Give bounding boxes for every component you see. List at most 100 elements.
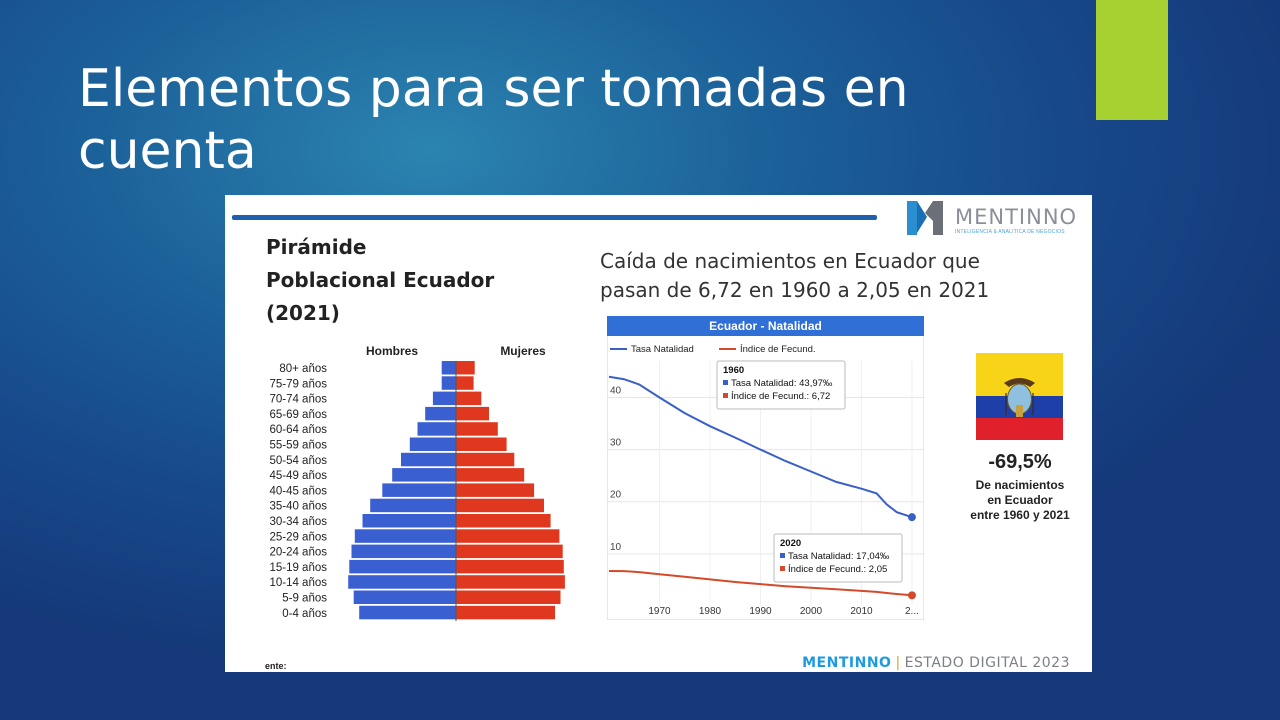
- logo-wordmark: MENTINNO: [955, 205, 1078, 229]
- birth-decline-line: De nacimientos: [975, 478, 1065, 492]
- pyramid-bar-male: [441, 361, 456, 375]
- x-tick-label: 1970: [648, 606, 671, 617]
- pyramid-bar-female: [456, 452, 515, 467]
- birth-decline-percent: -69,5%: [988, 451, 1052, 473]
- pyramid-title-line: Pirámide: [266, 235, 367, 259]
- y-tick-label: 20: [610, 490, 622, 501]
- pyramid-age-label: 40-45 años: [269, 485, 327, 497]
- pyramid-age-label: 60-64 años: [269, 424, 327, 436]
- pyramid-age-label: 65-69 años: [269, 409, 327, 421]
- tooltip-1960-box: [716, 360, 846, 410]
- x-tick-label: 2000: [800, 606, 823, 617]
- birth-decline-description: De nacimientos en Ecuador entre 1960 y 2…: [955, 478, 1085, 523]
- pyramid-bar-female: [456, 361, 475, 375]
- natalidad-headline-line: pasan de 6,72 en 1960 a 2,05 en 2021: [600, 278, 990, 302]
- footer-brand-name: MENTINNO: [802, 655, 892, 671]
- footer-separator: |: [895, 655, 901, 671]
- ecuador-flag: [976, 353, 1063, 440]
- pyramid-bar-male: [354, 529, 456, 543]
- male-axis-label: Hombres: [366, 345, 418, 358]
- header-rule: [232, 215, 877, 220]
- y-tick-label: 30: [610, 438, 622, 449]
- pyramid-age-label: 15-19 años: [269, 562, 327, 574]
- pyramid-bar-male: [351, 544, 456, 559]
- pyramid-bar-male: [432, 391, 456, 406]
- logo-tagline: INTELIGENCIA & ANALÍTICA DE NEGOCIOS: [955, 229, 1065, 235]
- x-tick-label: 1980: [699, 606, 722, 617]
- population-pyramid-chart: Hombres Mujeres 80+ años 75-79 años 70-74 añ…: [269, 345, 565, 622]
- tooltip-2020-tasa-swatch: [780, 553, 785, 558]
- pyramid-bar-female: [456, 406, 489, 421]
- coat-of-arms-icon: [1004, 378, 1035, 417]
- pyramid-bar-male: [353, 590, 456, 604]
- pyramid-bar-female: [456, 559, 564, 574]
- pyramid-bar-male: [349, 559, 456, 574]
- birth-decline-line: entre 1960 y 2021: [970, 508, 1070, 522]
- footer-brand: MENTINNO | ESTADO DIGITAL 2023: [802, 655, 1070, 671]
- x-tick-label: 2010: [850, 606, 873, 617]
- mentinno-logo-icon: [907, 201, 943, 235]
- legend-label-tasa: Tasa Natalidad: [631, 344, 694, 355]
- pyramid-title-line: (2021): [266, 301, 340, 325]
- natalidad-headline: Caída de nacimientos en Ecuador que pasa…: [600, 247, 1060, 305]
- tooltip-1960-year: 1960: [723, 365, 744, 376]
- pyramid-bar-female: [456, 514, 551, 528]
- pyramid-bar-male: [382, 483, 456, 497]
- pyramid-bar-female: [456, 391, 482, 406]
- natalidad-line-chart: Ecuador - Natalidad Tasa Natalidad Índice …: [607, 316, 924, 620]
- pyramid-bar-male: [401, 452, 456, 467]
- accent-rectangle: [1096, 0, 1168, 120]
- pyramid-bar-male: [425, 406, 456, 421]
- pyramid-bar-female: [456, 498, 544, 513]
- pyramid-bar-female: [456, 575, 565, 589]
- pyramid-age-label: 70-74 años: [269, 394, 327, 406]
- pyramid-bar-female: [456, 376, 474, 390]
- tooltip-1960-tasa: Tasa Natalidad: 43,97‰: [731, 378, 833, 389]
- chart-title-bar: [607, 316, 924, 336]
- pyramid-age-label: 50-54 años: [269, 455, 327, 467]
- indice-fecundidad-line-endpoint: [907, 591, 916, 600]
- pyramid-bar-male: [362, 514, 456, 528]
- pyramid-bar-female: [456, 605, 555, 620]
- pyramid-age-label: 10-14 años: [269, 577, 327, 589]
- pyramid-age-label: 55-59 años: [269, 440, 327, 452]
- legend-label-indice: Índice de Fecund.: [740, 344, 816, 355]
- tooltip-2020-year: 2020: [780, 538, 801, 549]
- tooltip-2020-indice-swatch: [780, 566, 785, 571]
- indice-fecundidad-line: [608, 570, 913, 597]
- pyramid-age-label: 75-79 años: [269, 378, 327, 390]
- tooltip-1960-indice: Índice de Fecund.: 6,72: [731, 391, 830, 402]
- pyramid-bar-male: [392, 468, 456, 482]
- tasa-natalidad-line-endpoint: [907, 513, 916, 522]
- tooltip-1960-tasa-swatch: [723, 380, 728, 385]
- tooltip-2020-indice: Índice de Fecund.: 2,05: [788, 564, 887, 575]
- tooltip-2020-tasa: Tasa Natalidad: 17,04‰: [788, 551, 890, 562]
- tooltip-1960: 1960 Tasa Natalidad: 43,97‰ Índice de Fecu…: [716, 360, 846, 410]
- pyramid-title: Pirámide Poblacional Ecuador (2021): [266, 231, 526, 330]
- pyramid-bar-male: [441, 376, 456, 390]
- pyramid-age-label: 0-4 años: [282, 608, 327, 620]
- tooltip-2020-box: [773, 533, 903, 583]
- pyramid-bar-female: [456, 422, 498, 436]
- birth-decline-line: en Ecuador: [987, 493, 1053, 507]
- tooltip-1960-indice-swatch: [723, 393, 728, 398]
- pyramid-title-line: Poblacional Ecuador: [266, 268, 495, 292]
- pyramid-age-label: 35-40 años: [269, 501, 327, 513]
- female-axis-label: Mujeres: [500, 345, 546, 358]
- mentinno-logo: MENTINNO INTELIGENCIA & ANALÍTICA DE NEG…: [905, 199, 1085, 239]
- pyramid-bar-male: [409, 437, 456, 451]
- pyramid-bar-female: [456, 544, 563, 559]
- tooltip-2020: 2020 Tasa Natalidad: 17,04‰ Índice de Fecu…: [773, 533, 903, 583]
- pyramid-bar-female: [456, 468, 525, 482]
- pyramid-bar-male: [417, 422, 456, 436]
- slide-title: Elementos para ser tomadas en cuenta: [78, 59, 909, 181]
- x-tick-label: 2...: [905, 606, 919, 617]
- infographic-image: MENTINNO INTELIGENCIA & ANALÍTICA DE NEG…: [225, 195, 1092, 672]
- pyramid-bar-female: [456, 437, 507, 451]
- pyramid-bar-female: [456, 590, 561, 604]
- pyramid-bar-male: [359, 605, 456, 620]
- y-tick-label: 40: [610, 385, 622, 396]
- pyramid-bar-female: [456, 483, 535, 497]
- pyramid-age-label: 25-29 años: [269, 531, 327, 543]
- pyramid-age-label: 20-24 años: [269, 547, 327, 559]
